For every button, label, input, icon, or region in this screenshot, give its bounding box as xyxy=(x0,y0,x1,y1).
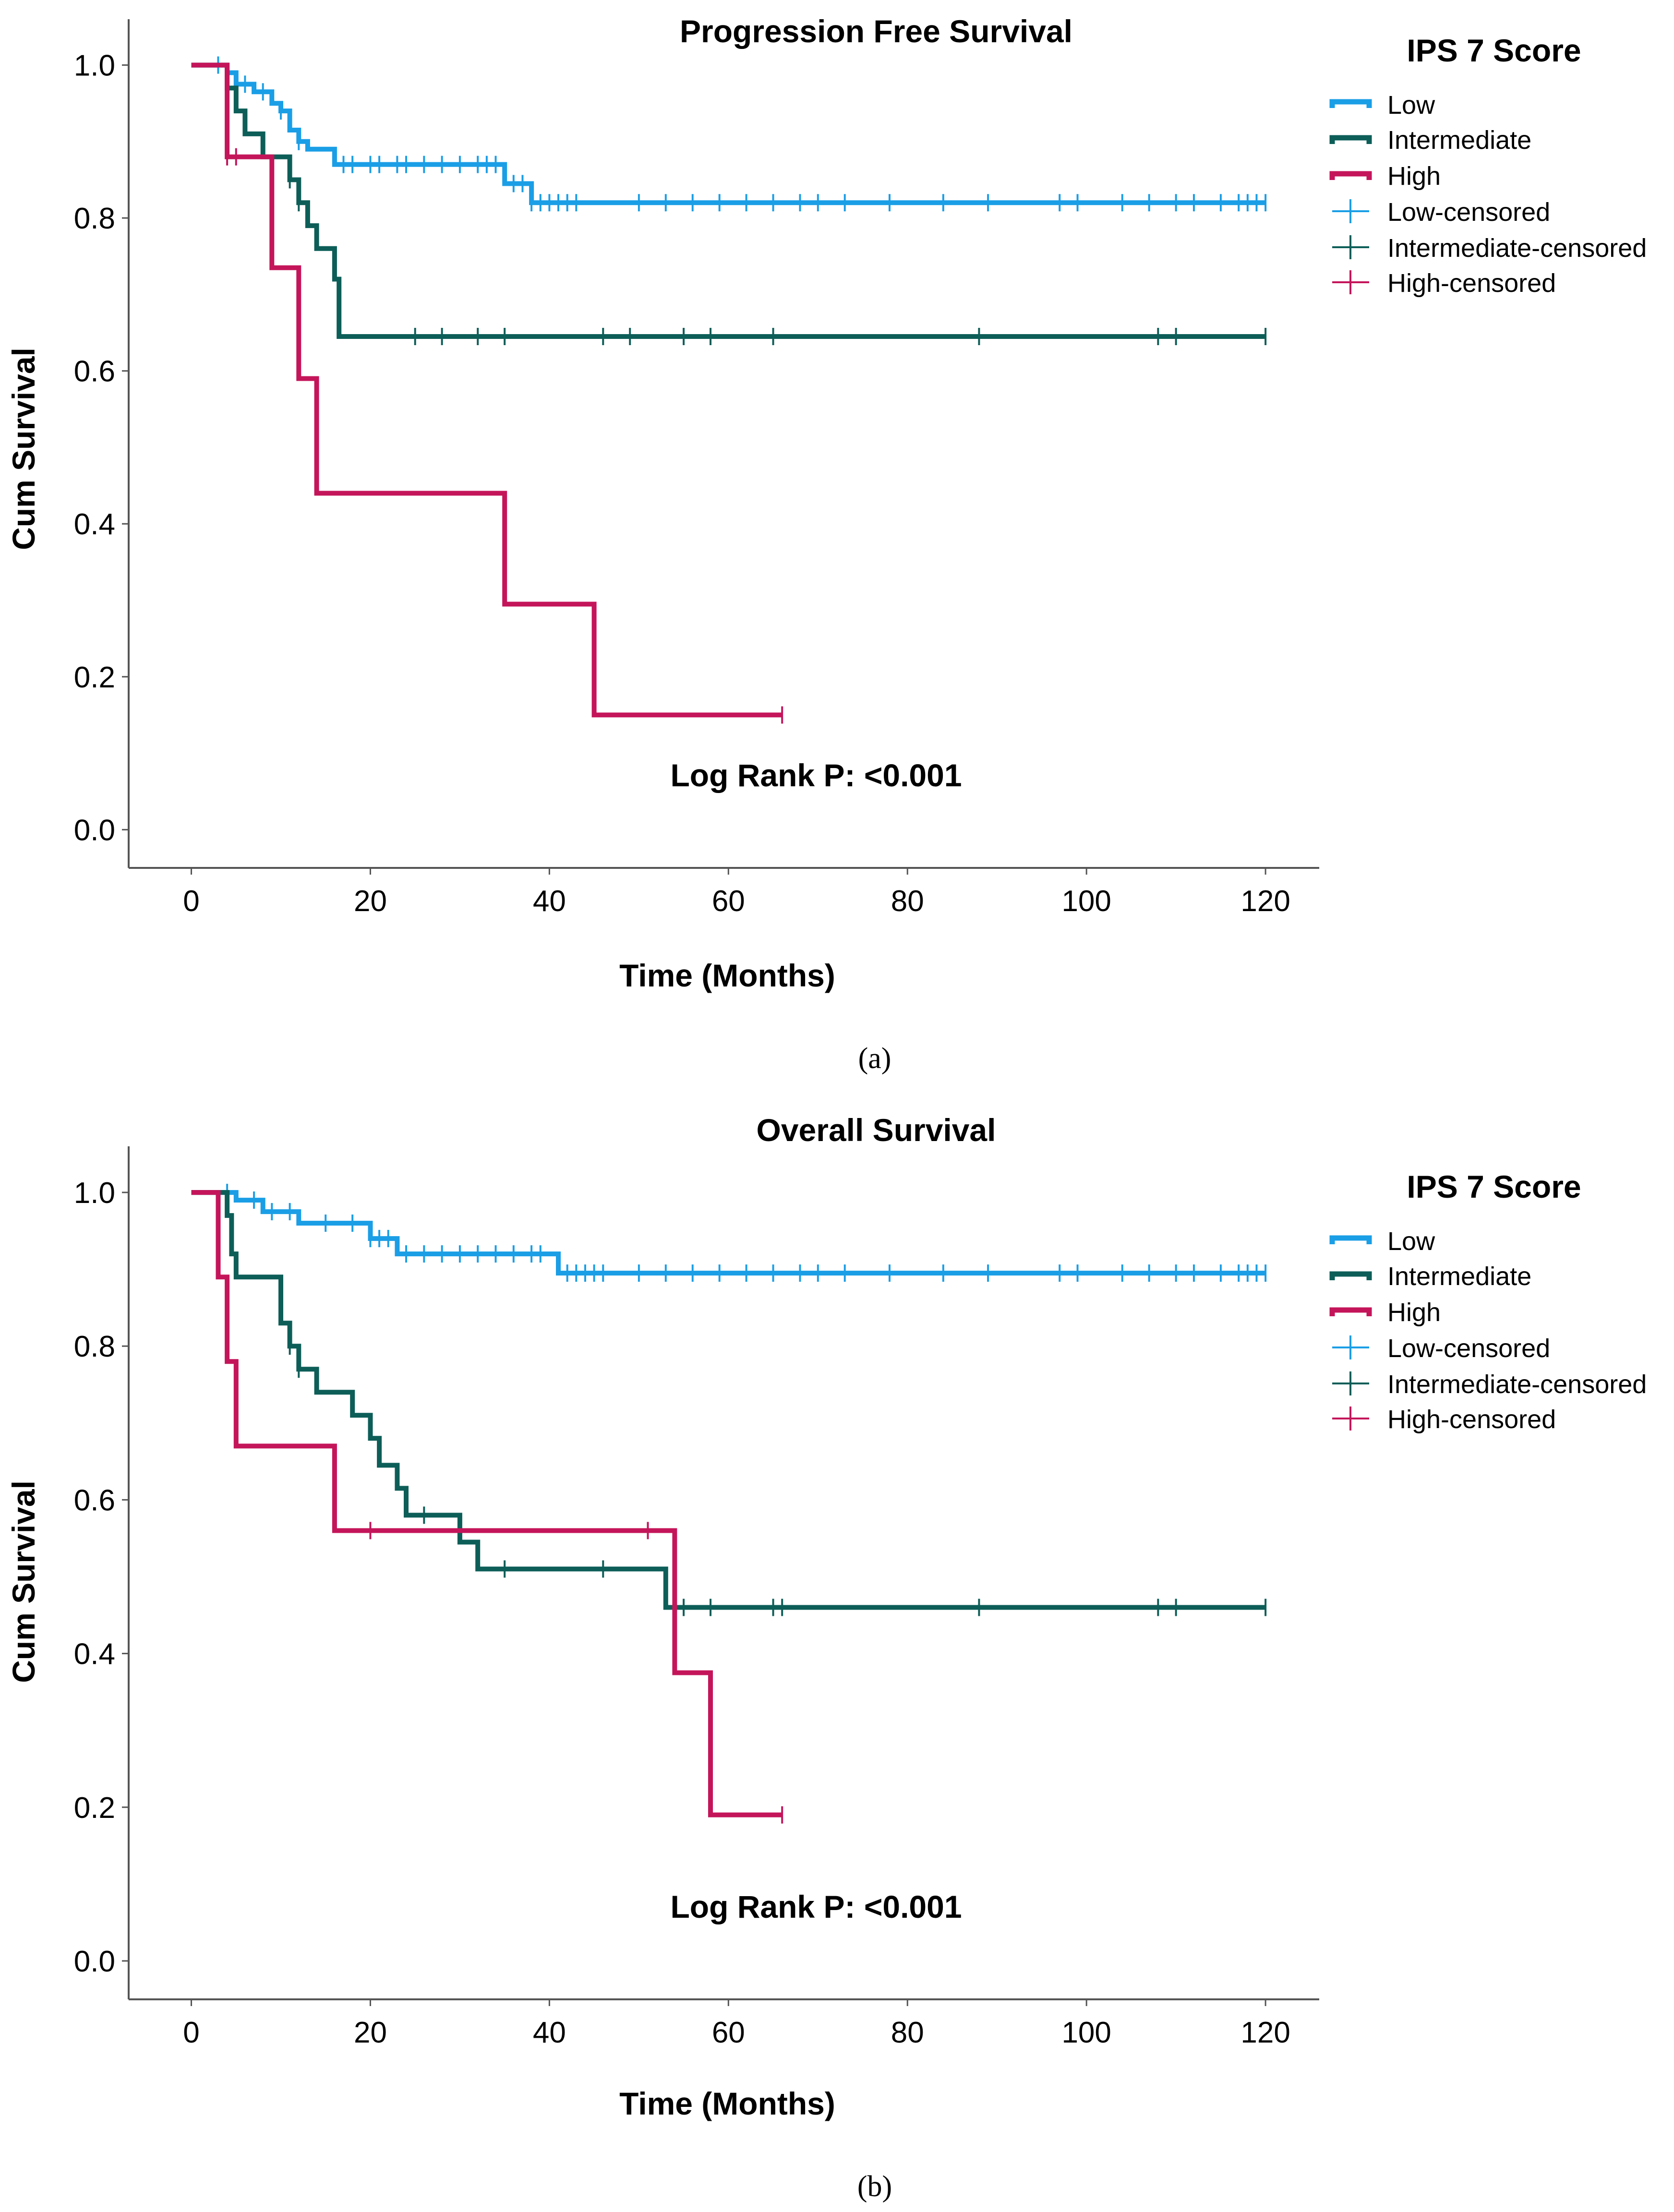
legend-title: IPS 7 Score xyxy=(1407,1169,1581,1204)
y-tick-label: 0.6 xyxy=(74,1484,115,1517)
legend-item-low-censored: Low-censored xyxy=(1332,198,1550,227)
legend-swatch-high-censored xyxy=(1332,1407,1369,1431)
chart-title: Progression Free Survival xyxy=(680,13,1072,49)
legend-item-intermediate-censored: Intermediate-censored xyxy=(1332,1370,1647,1399)
y-tick-label: 0.8 xyxy=(74,202,115,235)
legend: Low Intermediate High Low-censored Inter… xyxy=(1329,1227,1647,1434)
x-tick-label: 100 xyxy=(1061,885,1111,918)
legend-item-high: High xyxy=(1329,1298,1441,1327)
y-tick-label: 0.6 xyxy=(74,355,115,388)
legend-item-high-censored: High-censored xyxy=(1332,1405,1556,1434)
x-tick-label: 60 xyxy=(712,885,745,918)
y-axis-title: Cum Survival xyxy=(6,348,41,550)
legend-swatch-high xyxy=(1329,171,1372,180)
x-tick-label: 80 xyxy=(891,2016,924,2049)
legend-swatch-low xyxy=(1329,1235,1372,1244)
legend-swatch-high-censored xyxy=(1332,270,1369,294)
legend-label-low: Low xyxy=(1387,91,1435,120)
legend-label-low-censored: Low-censored xyxy=(1387,1334,1550,1363)
x-tick-label: 100 xyxy=(1061,2016,1111,2049)
kaplan-meier-plot: 0 20 40 60 80 100 120 0.0 0.2 0.4 0.6 0.8 1.0 xyxy=(74,19,1319,918)
y-tick-label: 1.0 xyxy=(74,49,115,83)
y-tick-label: 0.4 xyxy=(74,1638,115,1671)
legend: Low Intermediate High Low-censored Inter… xyxy=(1329,91,1647,298)
y-tick-label: 0.0 xyxy=(74,814,115,847)
survival-curve-intermediate xyxy=(191,62,1266,339)
y-tick-label: 0.8 xyxy=(74,1330,115,1363)
legend-swatch-intermediate xyxy=(1329,1271,1372,1280)
x-tick-label: 0 xyxy=(183,2016,199,2049)
x-tick-label: 60 xyxy=(712,2016,745,2049)
legend-item-low-censored: Low-censored xyxy=(1332,1334,1550,1363)
log-rank-annotation: Log Rank P: <0.001 xyxy=(670,757,962,793)
panel-caption: (a) xyxy=(858,1042,891,1075)
y-tick-label: 0.4 xyxy=(74,508,115,541)
y-axis-title: Cum Survival xyxy=(6,1480,41,1683)
legend-swatch-high xyxy=(1329,1307,1372,1316)
x-tick-label: 120 xyxy=(1240,885,1290,918)
legend-label-high: High xyxy=(1387,162,1441,191)
y-tick-label: 0.2 xyxy=(74,661,115,694)
legend-label-low: Low xyxy=(1387,1227,1435,1256)
legend-label-high: High xyxy=(1387,1298,1441,1327)
survival-curve-high xyxy=(191,1190,783,1817)
legend-label-high-censored: High-censored xyxy=(1387,1405,1556,1434)
x-tick-label: 0 xyxy=(183,885,199,918)
x-tick-label: 40 xyxy=(533,2016,566,2049)
survival-curve-high xyxy=(191,62,783,718)
y-tick-label: 0.2 xyxy=(74,1791,115,1825)
panel-caption: (b) xyxy=(857,2170,892,2203)
legend-label-intermediate: Intermediate xyxy=(1387,1262,1531,1291)
y-tick-label: 1.0 xyxy=(74,1177,115,1210)
legend-item-intermediate: Intermediate xyxy=(1329,1262,1531,1291)
legend-item-low: Low xyxy=(1329,91,1435,120)
x-axis-title: Time (Months) xyxy=(619,958,835,993)
legend-item-intermediate-censored: Intermediate-censored xyxy=(1332,234,1647,263)
y-tick-label: 0.0 xyxy=(74,1945,115,1978)
kaplan-meier-plot: 0 20 40 60 80 100 120 0.0 0.2 0.4 0.6 0.8 1.0 xyxy=(74,1146,1319,2049)
x-axis-title: Time (Months) xyxy=(619,2086,835,2121)
legend-swatch-low-censored xyxy=(1332,199,1369,223)
legend-item-low: Low xyxy=(1329,1227,1435,1256)
legend-item-high: High xyxy=(1329,162,1441,191)
x-tick-label: 40 xyxy=(533,885,566,918)
survival-curve-low xyxy=(191,62,1266,205)
legend-swatch-intermediate-censored xyxy=(1332,1371,1369,1395)
survival-curve-intermediate xyxy=(191,1190,1266,1610)
x-tick-label: 80 xyxy=(891,885,924,918)
legend-item-high-censored: High-censored xyxy=(1332,269,1556,298)
legend-label-low-censored: Low-censored xyxy=(1387,198,1550,227)
legend-label-intermediate: Intermediate xyxy=(1387,126,1531,155)
log-rank-annotation: Log Rank P: <0.001 xyxy=(670,1889,962,1924)
legend-swatch-intermediate-censored xyxy=(1332,235,1369,259)
panel-a: 0 20 40 60 80 100 120 0.0 0.2 0.4 0.6 0.8 1.0 Progre… xyxy=(6,13,1647,1075)
legend-label-high-censored: High-censored xyxy=(1387,269,1556,298)
legend-title: IPS 7 Score xyxy=(1407,33,1581,68)
x-tick-label: 20 xyxy=(354,2016,387,2049)
x-tick-label: 20 xyxy=(354,885,387,918)
x-tick-label: 120 xyxy=(1240,2016,1290,2049)
legend-swatch-intermediate xyxy=(1329,135,1372,144)
legend-item-intermediate: Intermediate xyxy=(1329,126,1531,155)
legend-label-intermediate-censored: Intermediate-censored xyxy=(1387,1370,1647,1399)
chart-title: Overall Survival xyxy=(757,1112,996,1148)
legend-swatch-low xyxy=(1329,99,1372,108)
legend-swatch-low-censored xyxy=(1332,1335,1369,1359)
legend-label-intermediate-censored: Intermediate-censored xyxy=(1387,234,1647,263)
panel-b: 0 20 40 60 80 100 120 0.0 0.2 0.4 0.6 0.8 1.0 Overal… xyxy=(6,1112,1647,2203)
